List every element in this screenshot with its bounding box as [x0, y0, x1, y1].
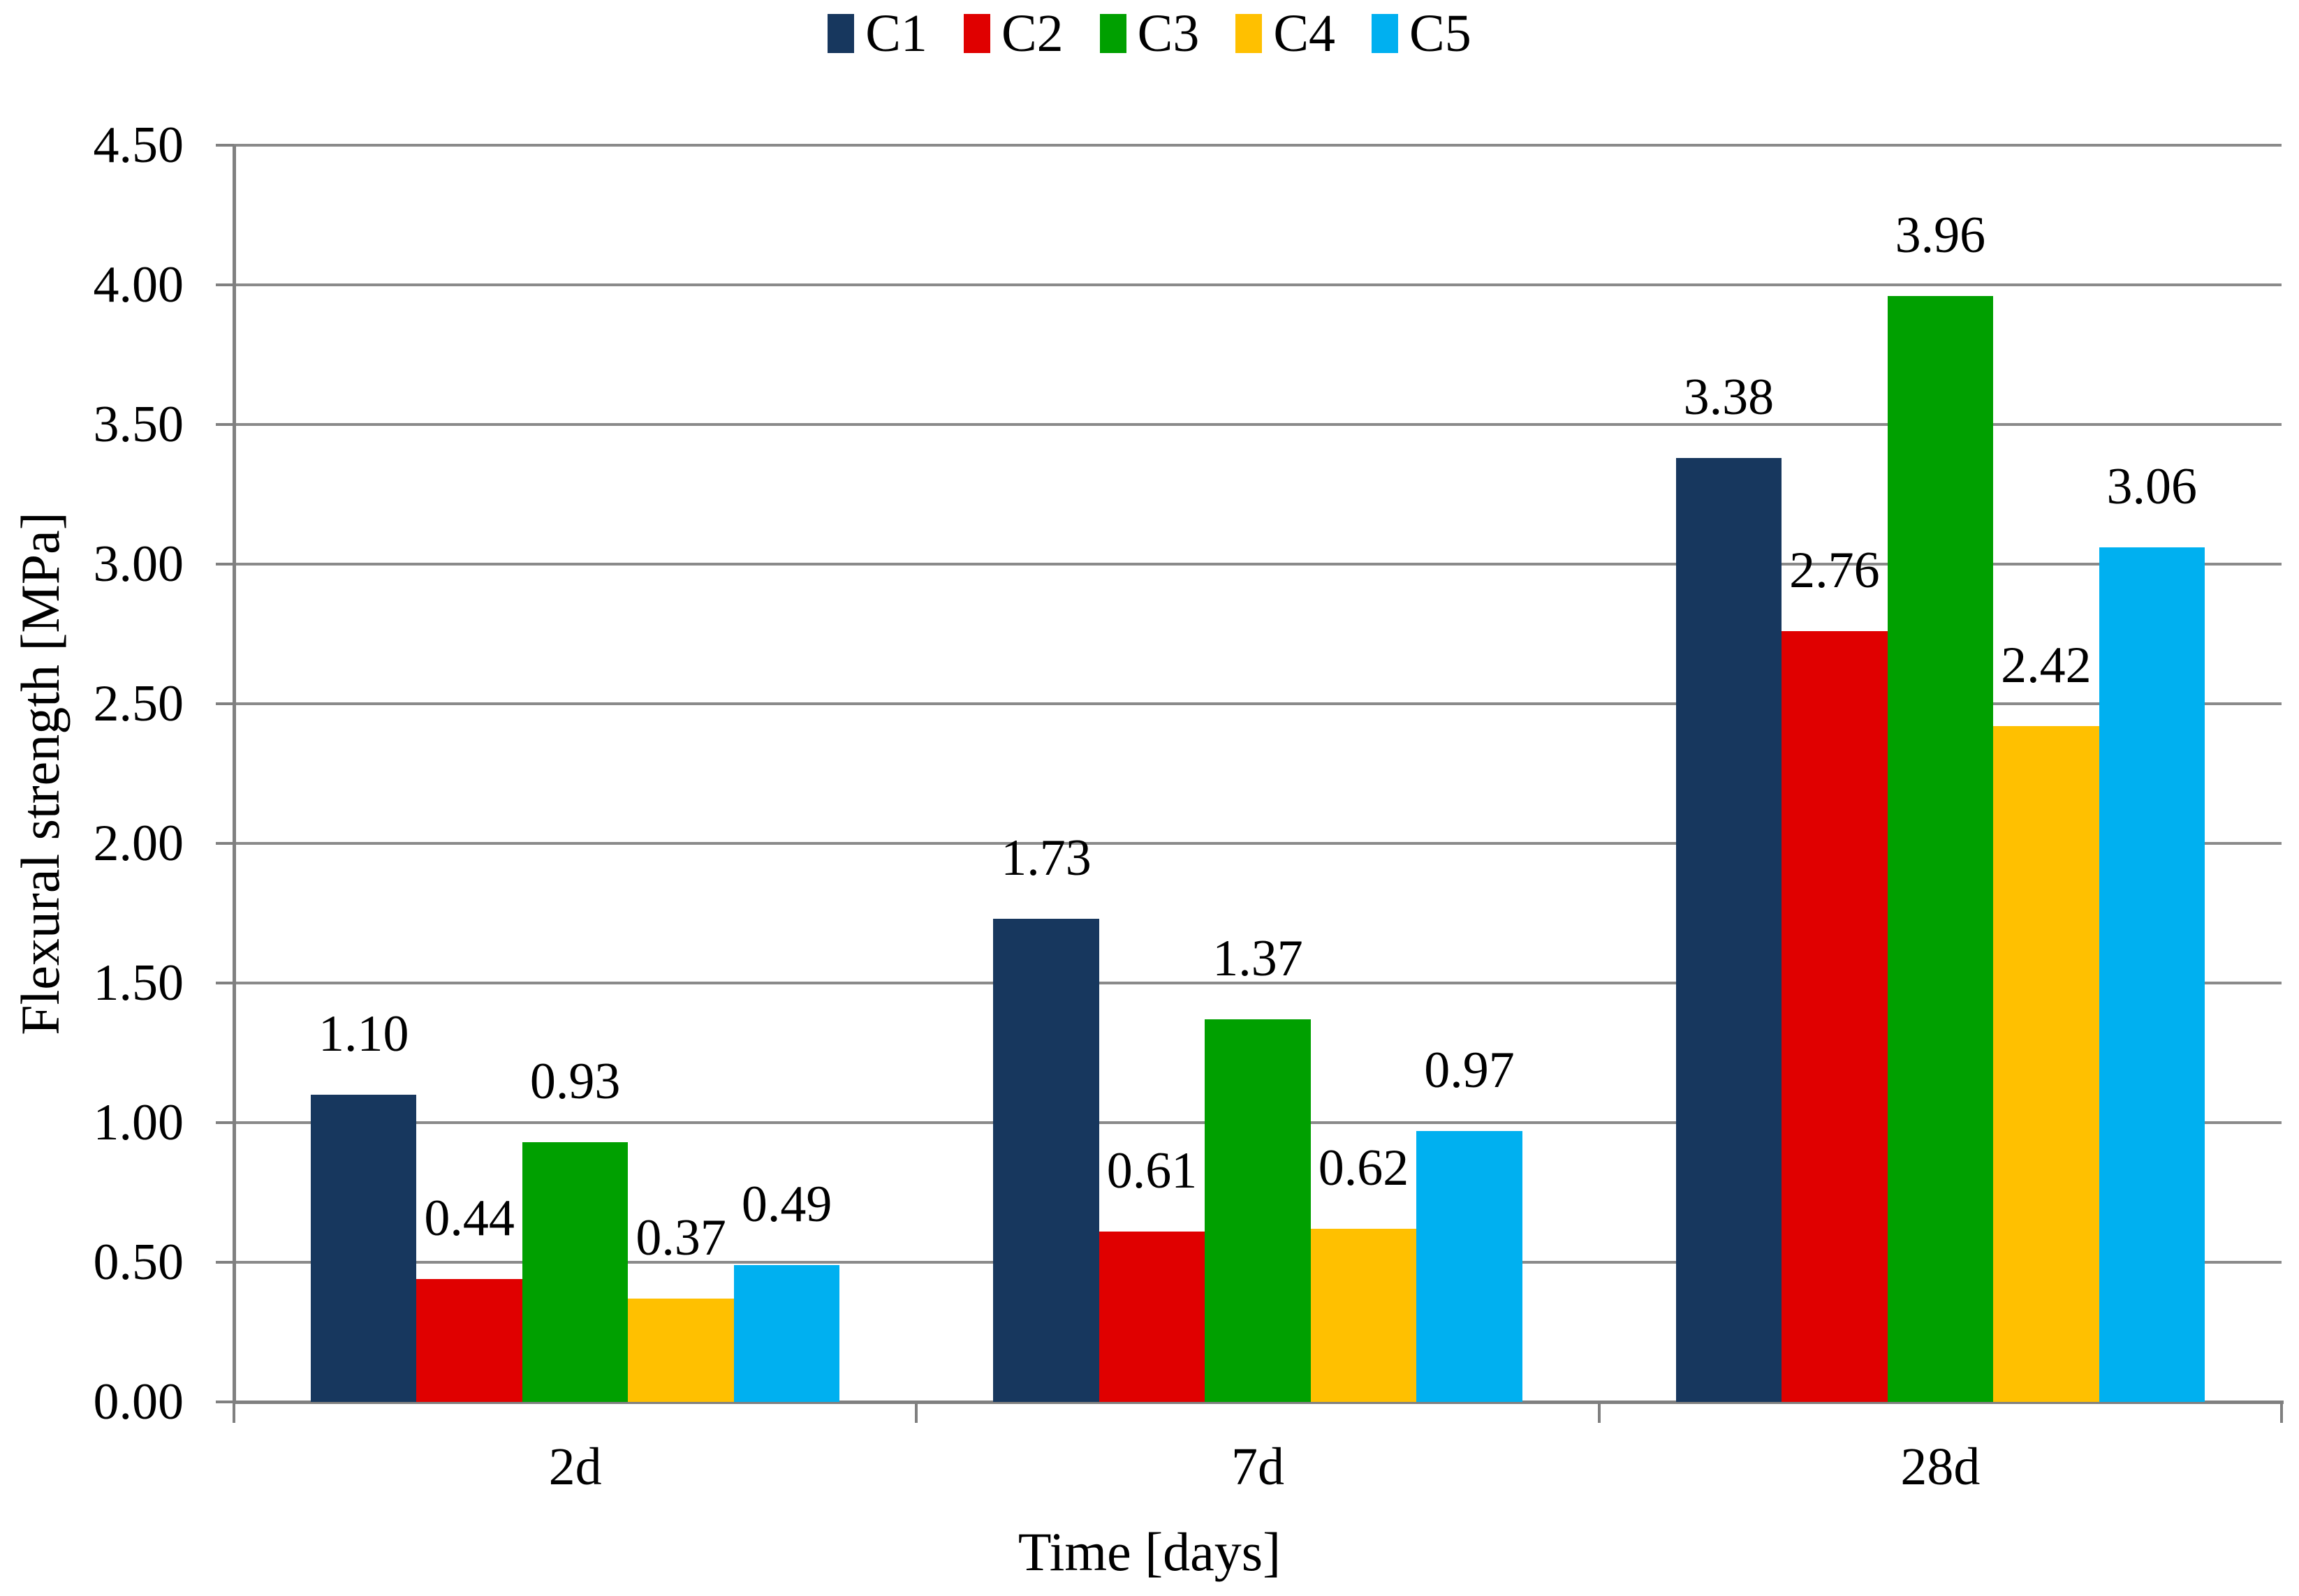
bar-c5-28d: [2099, 547, 2205, 1402]
value-label-c4-2d: 0.37: [636, 1209, 726, 1266]
y-axis-line: [233, 145, 236, 1402]
bar-c4-28d: [1993, 726, 2099, 1402]
value-label-c2-28d: 2.76: [1789, 542, 1880, 599]
x-axis-tick: [915, 1402, 918, 1423]
value-label-c1-2d: 1.10: [318, 1005, 409, 1063]
legend-swatch-c1: [828, 14, 855, 53]
bar-c3-2d: [522, 1142, 629, 1402]
bar-c4-7d: [1310, 1229, 1417, 1402]
bar-c2-28d: [1782, 631, 1888, 1402]
legend-swatch-c4: [1235, 14, 1263, 53]
y-tick-label-1.50: 1.50: [93, 954, 184, 1012]
chart-legend: C1 C2 C3 C4 C5: [0, 4, 2299, 63]
value-label-c1-28d: 3.38: [1683, 369, 1775, 426]
value-label-c3-2d: 0.93: [529, 1053, 621, 1110]
value-label-c3-28d: 3.96: [1895, 207, 1986, 264]
value-label-c2-7d: 0.61: [1106, 1142, 1198, 1199]
y-axis-tick: [216, 982, 234, 984]
bar-c5-2d: [733, 1265, 840, 1402]
y-axis-tick: [216, 842, 234, 845]
value-label-c5-28d: 3.06: [2106, 458, 2198, 515]
value-label-c5-2d: 0.49: [741, 1176, 832, 1233]
y-axis-tick: [216, 1401, 234, 1403]
y-axis-tick: [216, 423, 234, 426]
y-axis-tick: [216, 144, 234, 147]
value-label-c1-7d: 1.73: [1001, 829, 1092, 887]
gridline-2.50: [234, 702, 2282, 705]
legend-label-c2: C2: [1001, 4, 1064, 63]
bar-c5-7d: [1416, 1131, 1522, 1402]
x-axis-tick: [1597, 1402, 1601, 1423]
gridline-3.50: [234, 423, 2282, 426]
bar-c1-2d: [310, 1095, 417, 1402]
x-category-label-7d: 7d: [1231, 1438, 1284, 1496]
value-label-c3-7d: 1.37: [1212, 930, 1303, 987]
y-tick-label-2.50: 2.50: [93, 675, 184, 732]
y-tick-label-3.00: 3.00: [93, 535, 184, 593]
x-category-label-28d: 28d: [1900, 1438, 1981, 1496]
legend-label-c3: C3: [1137, 4, 1200, 63]
legend-label-c5: C5: [1409, 4, 1471, 63]
value-label-c4-28d: 2.42: [2001, 637, 2092, 694]
gridline-2.00: [234, 842, 2282, 845]
y-tick-label-2.00: 2.00: [93, 815, 184, 872]
legend-item-c1: C1: [828, 7, 927, 60]
x-axis-title: Time [days]: [1018, 1521, 1281, 1582]
gridline-4.50: [234, 144, 2282, 147]
y-tick-label-4.00: 4.00: [93, 256, 184, 313]
value-label-c2-2d: 0.44: [424, 1190, 515, 1247]
y-axis-title: Flexural strength [MPa]: [10, 512, 71, 1035]
value-label-c5-7d: 0.97: [1424, 1042, 1515, 1099]
value-label-c4-7d: 0.62: [1318, 1139, 1409, 1197]
y-tick-label-1.00: 1.00: [93, 1094, 184, 1151]
legend-item-c3: C3: [1099, 4, 1200, 63]
y-axis-tick: [216, 1261, 234, 1264]
y-tick-label-4.50: 4.50: [93, 117, 184, 174]
y-tick-label-0.50: 0.50: [93, 1234, 184, 1291]
x-category-label-2d: 2d: [548, 1438, 602, 1496]
bar-c2-7d: [1099, 1232, 1205, 1402]
y-axis-tick: [216, 283, 234, 286]
y-tick-label-0.00: 0.00: [93, 1373, 184, 1431]
legend-label-c4: C4: [1273, 4, 1336, 63]
legend-swatch-c5: [1372, 14, 1399, 53]
x-axis-tick: [2280, 1402, 2283, 1423]
gridline-3.00: [234, 563, 2282, 566]
gridline-4.00: [234, 283, 2282, 286]
legend-swatch-c3: [1099, 14, 1126, 53]
x-axis-line: [234, 1401, 2284, 1404]
y-tick-label-3.50: 3.50: [93, 396, 184, 453]
y-axis-tick: [216, 1121, 234, 1124]
bar-c3-7d: [1205, 1019, 1311, 1402]
x-axis-tick: [233, 1402, 235, 1423]
gridline-1.50: [234, 982, 2282, 984]
bar-c1-28d: [1675, 458, 1782, 1402]
legend-swatch-c2: [963, 14, 990, 53]
bar-c3-28d: [1887, 296, 1994, 1402]
bar-c2-2d: [416, 1279, 522, 1402]
y-axis-tick: [216, 563, 234, 566]
legend-item-c5: C5: [1372, 7, 1471, 60]
y-axis-tick: [216, 702, 234, 705]
legend-item-c2: C2: [963, 4, 1064, 63]
legend-label-c1: C1: [865, 4, 927, 63]
bar-c1-7d: [993, 919, 1099, 1402]
bar-c4-2d: [628, 1299, 734, 1402]
legend-item-c4: C4: [1235, 7, 1335, 60]
